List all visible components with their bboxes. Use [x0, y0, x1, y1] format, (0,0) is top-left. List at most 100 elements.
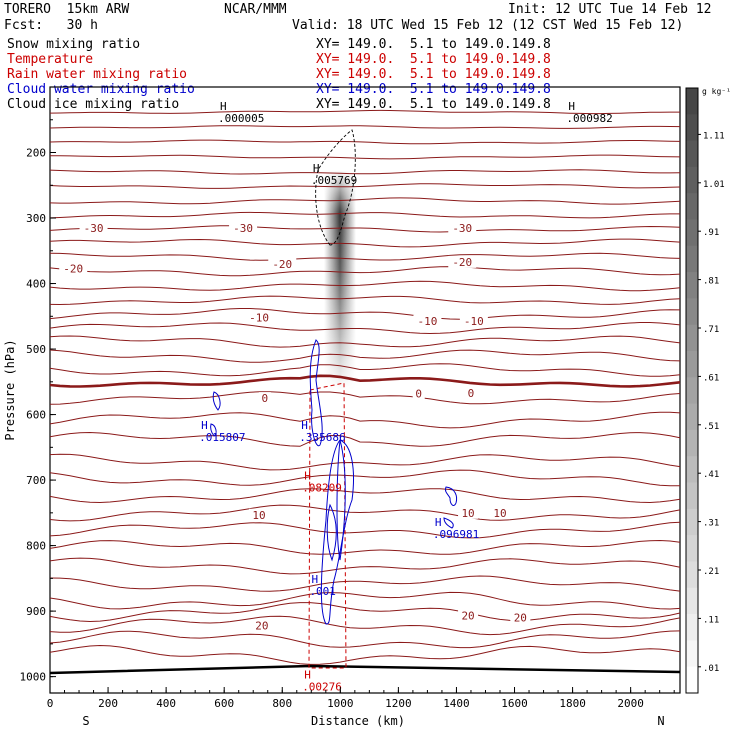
- colorbar-unit: g kg⁻¹: [702, 87, 731, 96]
- isotherm-line: [49, 349, 681, 363]
- temperature-label: 10: [461, 507, 474, 520]
- isotherm-line: [50, 154, 681, 160]
- temperature-label: 20: [255, 619, 268, 632]
- y-tick-label: 300: [26, 212, 46, 225]
- model-title: TORERO 15km ARW: [4, 2, 130, 17]
- colorbar-swatch: [686, 166, 698, 194]
- y-tick-label: 800: [26, 540, 46, 553]
- temperature-label: -30: [452, 222, 472, 235]
- isotherm-line: [49, 469, 680, 487]
- x-tick-label: 1400: [443, 697, 470, 710]
- isotherm-line: [49, 295, 681, 306]
- colorbar-label: .71: [703, 325, 719, 335]
- valid-time: Valid: 18 UTC Wed 15 Feb 12 (12 CST Wed …: [292, 18, 684, 33]
- extremum-marker: H: [311, 573, 318, 586]
- colorbar-label: .01: [703, 664, 719, 674]
- temperature-label-bg: [510, 611, 531, 624]
- field-temperature-xy: XY= 149.0. 5.1 to 149.0.149.8: [316, 52, 551, 67]
- colorbar-swatch: [686, 482, 698, 510]
- field-snow: Snow mixing ratio: [7, 37, 141, 52]
- colorbar-label: .91: [703, 228, 719, 238]
- snow-shading: [324, 170, 356, 390]
- colorbar-swatch: [686, 403, 698, 431]
- isotherm-line: [49, 630, 681, 649]
- isotherm-line: [49, 521, 681, 539]
- x-tick-label: 400: [156, 697, 176, 710]
- temperature-label-bg: [412, 387, 425, 400]
- temperature-label: 0: [415, 388, 422, 401]
- temperature-label-bg: [249, 508, 270, 521]
- temperature-label: -20: [272, 258, 292, 271]
- temperature-label: 20: [461, 610, 474, 623]
- y-tick-label: 900: [26, 605, 46, 618]
- extremum-marker: H: [201, 419, 208, 432]
- isotherm-line: [49, 125, 681, 129]
- colorbar-label: .81: [703, 277, 719, 287]
- temperature-label-bg: [448, 255, 477, 268]
- colorbar-label: 1.11: [703, 131, 725, 141]
- isotherm-line: [49, 615, 681, 636]
- x-tick-label: 1600: [501, 697, 528, 710]
- x-tick-label: 800: [272, 697, 292, 710]
- isotherm-line: [49, 575, 681, 592]
- isotherm-line: [49, 335, 681, 348]
- temperature-label: -30: [233, 222, 253, 235]
- extremum-value: .08209: [302, 481, 342, 494]
- isotherm-line: [49, 644, 681, 665]
- x-tick-label: 200: [98, 697, 118, 710]
- extremum-value: .000005: [218, 112, 264, 125]
- colorbar-label: .11: [703, 615, 719, 625]
- colorbar-swatch: [686, 298, 698, 326]
- isotherm-line: [49, 539, 681, 555]
- colorbar-swatch: [686, 535, 698, 562]
- isotherm-line: [49, 411, 681, 429]
- colorbar-swatch: [686, 377, 698, 405]
- temperature-label-bg: [490, 506, 510, 519]
- temperature-label: -10: [464, 315, 484, 328]
- isotherm-line: [49, 225, 681, 233]
- temperature-label-bg: [79, 221, 108, 234]
- colorbar-swatch: [686, 219, 698, 247]
- colorbar-swatch: [686, 351, 698, 378]
- temperature-label-bg: [258, 392, 271, 405]
- colorbar-label: 1.01: [703, 180, 725, 190]
- extremum-value: .001: [309, 585, 336, 598]
- extremum-marker: H: [304, 668, 311, 681]
- cloud-ice-contour: [315, 129, 356, 246]
- cloud-water-contours: [210, 339, 458, 625]
- field-rain: Rain water mixing ratio: [7, 67, 188, 82]
- extremum-value: .000982: [566, 112, 612, 125]
- extremum-value: .015807: [199, 431, 245, 444]
- extremum-marker: H: [435, 516, 442, 529]
- colorbar-swatch: [686, 88, 698, 115]
- temperature-label: -20: [63, 262, 83, 275]
- extremum-marker: H: [301, 419, 308, 432]
- temperature-label-bg: [458, 506, 479, 519]
- y-tick-label: 600: [26, 409, 46, 422]
- x-tick-label: 1800: [559, 697, 586, 710]
- extremum-value: .335686: [299, 431, 345, 444]
- extremum-value: .00276: [302, 680, 342, 693]
- isotherm-line: [49, 591, 681, 610]
- extremum-value: .005769: [311, 174, 357, 187]
- colorbar-frame: [685, 87, 699, 694]
- colorbar-swatch: [686, 114, 698, 142]
- y-tick-label: 700: [26, 474, 46, 487]
- temperature-label-bg: [413, 314, 442, 327]
- x-axis-right-end: N: [657, 714, 664, 728]
- isotherm-line: [49, 266, 681, 277]
- isotherm-line: [49, 197, 681, 205]
- temperature-label: -10: [249, 312, 269, 325]
- field-cloud-water-xy: XY= 149.0. 5.1 to 149.0.149.8: [316, 82, 551, 97]
- isotherm-line: [49, 139, 681, 145]
- colorbar-label: .41: [703, 470, 719, 480]
- isotherm-line: [49, 488, 681, 504]
- x-tick-label: 1200: [385, 697, 412, 710]
- colorbar-label: .51: [703, 422, 719, 432]
- isotherm-line: [49, 431, 681, 447]
- temperature-label: -30: [84, 222, 104, 235]
- isotherm-line: [49, 169, 681, 175]
- isotherm-line: [49, 504, 681, 522]
- temperature-label-bg: [251, 619, 272, 632]
